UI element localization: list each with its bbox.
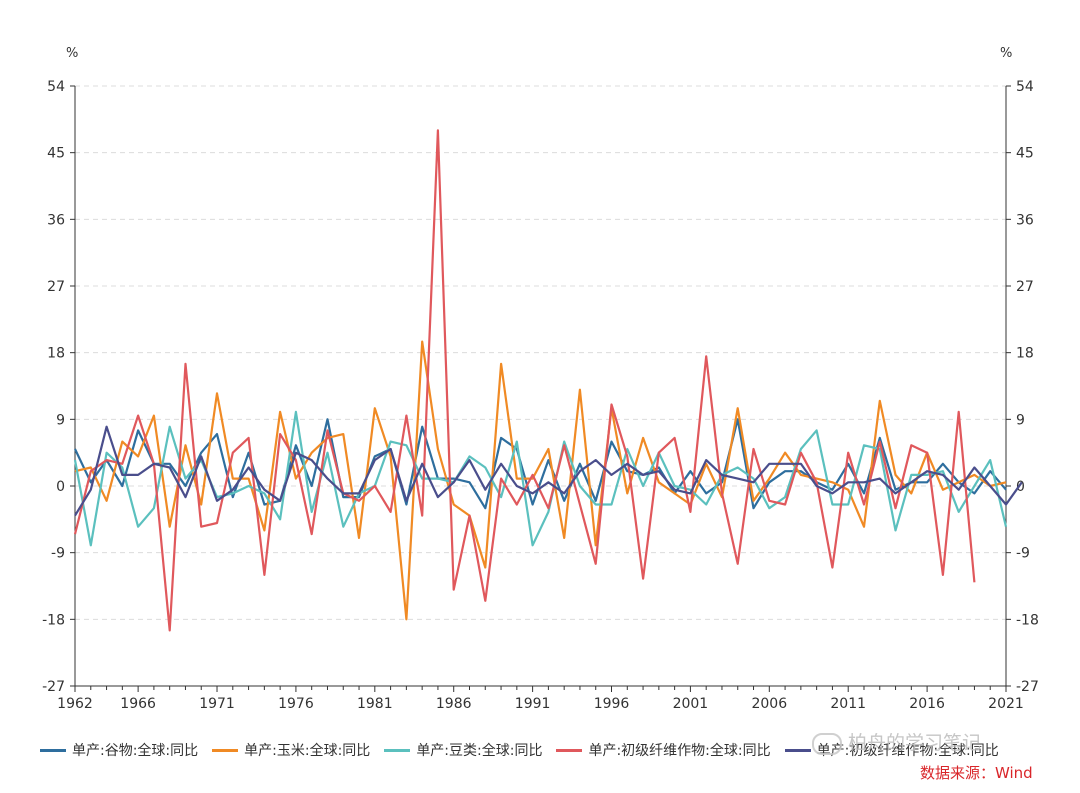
y-axis-unit-right: % (1000, 46, 1012, 61)
y-tick-label-left: 0 (56, 479, 65, 495)
y-tick-label-right: 27 (1016, 279, 1034, 295)
x-tick-label: 2021 (988, 696, 1024, 712)
data-source: 数据来源：Wind (920, 764, 1033, 782)
legend-swatch-cereal (40, 748, 66, 752)
legend-swatch-corn (212, 748, 239, 752)
legend-item-fiber-2[interactable]: 单产:初级纤维作物:全球:同比 (784, 740, 999, 760)
legend-label-corn: 单产:玉米:全球:同比 (244, 743, 371, 759)
wechat-icon (812, 732, 842, 755)
y-tick-label-right: 9 (1016, 412, 1025, 428)
x-tick-label: 1981 (357, 696, 393, 712)
y-tick-label-right: 18 (1016, 346, 1034, 362)
legend-item-beans[interactable]: 单产:豆类:全球:同比 (384, 740, 542, 760)
y-tick-label-left: -27 (42, 679, 65, 695)
series-line-3 (73, 410, 1008, 547)
y-tick-label-right: 54 (1016, 79, 1034, 95)
series-line-4 (73, 129, 976, 632)
x-tick-label: 1991 (515, 696, 551, 712)
y-tick-label-left: -9 (51, 546, 65, 562)
series-line-5 (74, 425, 1023, 517)
y-tick-label-right: -18 (1016, 612, 1039, 628)
x-tick-label: 1986 (436, 696, 472, 712)
x-tick-label: 2016 (909, 696, 945, 712)
y-tick-label-left: -18 (42, 612, 65, 628)
legend-swatch-fiber-2 (784, 748, 811, 752)
x-tick-label: 2011 (830, 696, 866, 712)
x-tick-label: 1976 (278, 696, 314, 712)
y-tick-label-left: 54 (47, 79, 65, 95)
y-tick-label-left: 36 (47, 212, 65, 228)
y-tick-label-right: 36 (1016, 212, 1034, 228)
x-tick-label: 2006 (751, 696, 787, 712)
series-line-1 (74, 418, 1007, 510)
grid-lines (75, 85, 1006, 620)
legend-item-fiber[interactable]: 单产:初级纤维作物:全球:同比 (556, 740, 771, 760)
x-tick-label: 1962 (57, 696, 93, 712)
x-tick-label: 2001 (673, 696, 709, 712)
legend-item-corn[interactable]: 单产:玉米:全球:同比 (212, 740, 370, 760)
y-tick-label-left: 9 (56, 412, 65, 428)
y-tick-label-left: 27 (47, 279, 65, 295)
y-tick-label-right: 0 (1016, 479, 1025, 495)
y-tick-label-right: -27 (1016, 679, 1039, 695)
legend-swatch-fiber (556, 748, 583, 752)
y-tick-label-right: 45 (1016, 146, 1034, 162)
legend-label-beans: 单产:豆类:全球:同比 (416, 743, 543, 759)
y-tick-label-left: 18 (47, 346, 65, 362)
legend-label-fiber: 单产:初级纤维作物:全球:同比 (588, 743, 771, 759)
legend: 单产:谷物:全球:同比 单产:玉米:全球:同比 单产:豆类:全球:同比 单产:初… (40, 738, 1013, 762)
y-axis-unit-left: % (66, 46, 78, 61)
line-chart: -27 -27 -18 -18 -9 -9 0 0 9 9 18 18 27 27 36 36 45 45 54 54… (42, 46, 1039, 712)
legend-item-cereal[interactable]: 单产:谷物:全球:同比 (40, 740, 198, 760)
axes: -27 -27 -18 -18 -9 -9 0 0 9 9 18 18 27 27 36 36 45 45 54 54… (42, 79, 1039, 712)
series-lines (73, 129, 1023, 632)
y-tick-label-right: -9 (1016, 546, 1030, 562)
y-tick-label-left: 45 (47, 146, 65, 162)
legend-label-fiber-2: 单产:初级纤维作物:全球:同比 (816, 743, 999, 759)
legend-swatch-beans (384, 748, 411, 752)
legend-label-cereal: 单产:谷物:全球:同比 (72, 743, 199, 759)
x-tick-label: 1966 (120, 696, 156, 712)
watermark: 柏舟的学习笔记 (812, 728, 981, 755)
watermark-text: 柏舟的学习笔记 (848, 732, 982, 754)
x-tick-label: 1971 (199, 696, 235, 712)
x-tick-label: 1996 (594, 696, 630, 712)
